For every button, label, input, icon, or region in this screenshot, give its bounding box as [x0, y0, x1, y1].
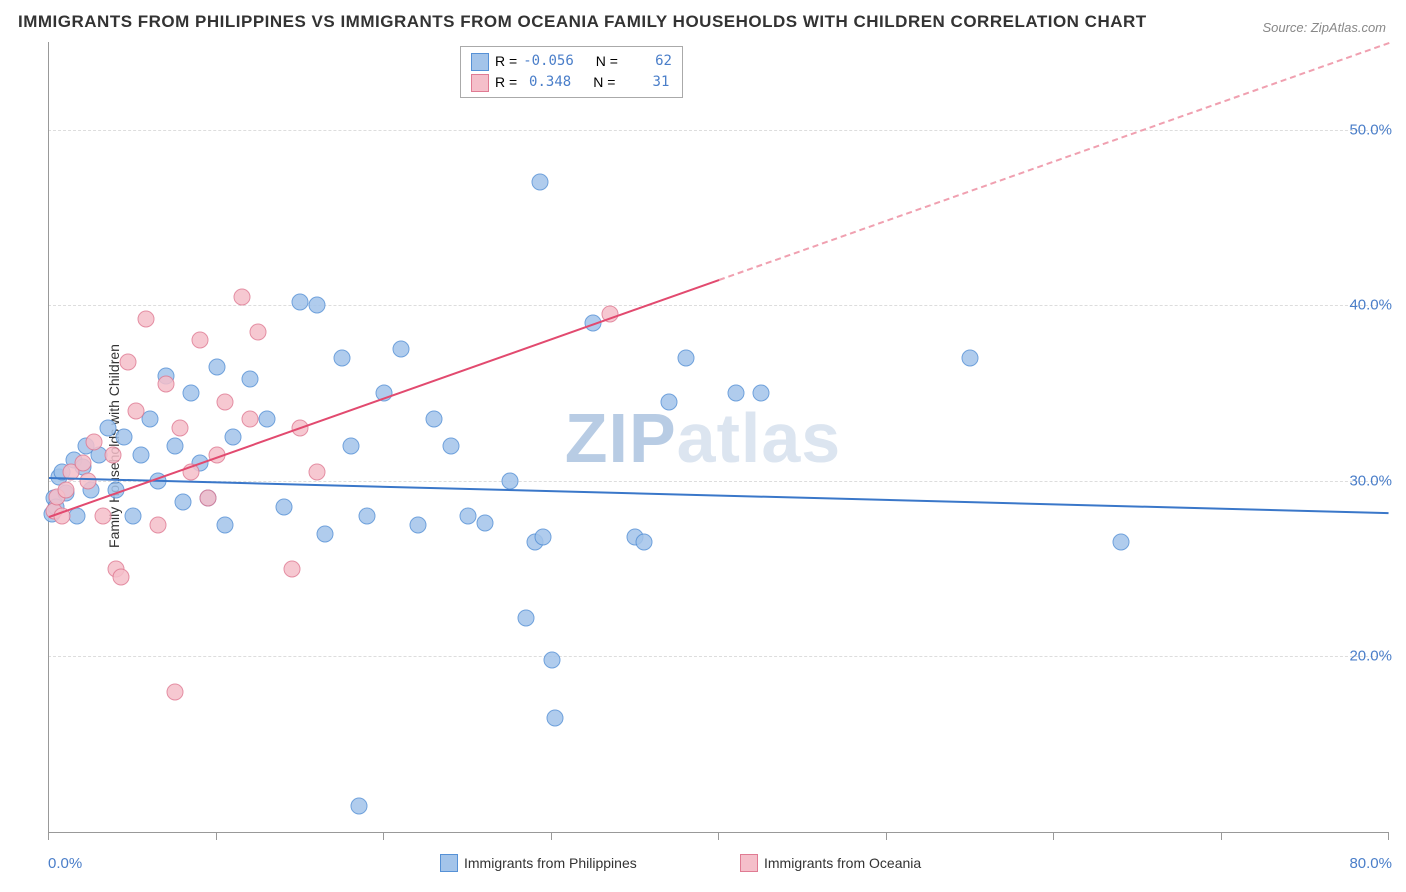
- scatter-point: [104, 446, 121, 463]
- scatter-point: [392, 341, 409, 358]
- scatter-point: [309, 297, 326, 314]
- scatter-point: [86, 434, 103, 451]
- trend-line: [719, 42, 1390, 281]
- scatter-point: [677, 350, 694, 367]
- x-tick: [886, 832, 887, 840]
- scatter-point: [275, 499, 292, 516]
- scatter-point: [208, 358, 225, 375]
- x-axis-max-label: 80.0%: [1349, 855, 1392, 872]
- legend-swatch-icon: [471, 53, 489, 71]
- r-value: 0.348: [523, 72, 571, 93]
- scatter-point: [752, 385, 769, 402]
- scatter-point: [292, 293, 309, 310]
- x-tick: [383, 832, 384, 840]
- scatter-point: [242, 411, 259, 428]
- legend-series-1-label: Immigrants from Philippines: [464, 855, 637, 871]
- scatter-point: [258, 411, 275, 428]
- scatter-point: [124, 508, 141, 525]
- r-label: R =: [495, 51, 517, 72]
- x-tick: [1221, 832, 1222, 840]
- x-axis-min-label: 0.0%: [48, 855, 82, 872]
- n-label: N =: [593, 72, 615, 93]
- x-tick: [216, 832, 217, 840]
- source-credit: Source: ZipAtlas.com: [1262, 20, 1386, 35]
- scatter-point: [543, 651, 560, 668]
- scatter-point: [426, 411, 443, 428]
- scatter-point: [200, 490, 217, 507]
- stats-row: R = -0.056 N = 62: [471, 51, 672, 72]
- scatter-point: [116, 429, 133, 446]
- scatter-point: [225, 429, 242, 446]
- r-label: R =: [495, 72, 517, 93]
- scatter-point: [359, 508, 376, 525]
- legend-series-1: Immigrants from Philippines: [440, 854, 637, 872]
- scatter-point: [727, 385, 744, 402]
- scatter-point: [443, 437, 460, 454]
- scatter-point: [476, 515, 493, 532]
- legend-series-2-label: Immigrants from Oceania: [764, 855, 921, 871]
- n-value: 31: [621, 72, 669, 93]
- legend-swatch-icon: [471, 74, 489, 92]
- x-tick: [551, 832, 552, 840]
- scatter-point: [175, 493, 192, 510]
- scatter-point: [191, 332, 208, 349]
- scatter-point: [133, 446, 150, 463]
- correlation-stats-box: R =-0.056N =62R = 0.348N =31: [460, 46, 683, 98]
- scatter-point: [99, 420, 116, 437]
- scatter-point: [459, 508, 476, 525]
- scatter-point: [128, 402, 145, 419]
- scatter-point: [171, 420, 188, 437]
- scatter-point: [216, 516, 233, 533]
- chart-plot-area: [48, 42, 1389, 833]
- scatter-point: [113, 569, 130, 586]
- scatter-point: [166, 683, 183, 700]
- scatter-point: [546, 709, 563, 726]
- chart-title: IMMIGRANTS FROM PHILIPPINES VS IMMIGRANT…: [18, 12, 1147, 32]
- scatter-point: [317, 525, 334, 542]
- x-tick: [1388, 832, 1389, 840]
- scatter-point: [74, 455, 91, 472]
- scatter-point: [242, 371, 259, 388]
- scatter-point: [166, 437, 183, 454]
- scatter-point: [309, 464, 326, 481]
- scatter-point: [409, 516, 426, 533]
- scatter-point: [94, 508, 111, 525]
- scatter-point: [250, 323, 267, 340]
- legend-swatch-icon: [740, 854, 758, 872]
- scatter-point: [350, 797, 367, 814]
- scatter-point: [334, 350, 351, 367]
- scatter-point: [216, 393, 233, 410]
- legend-swatch-icon: [440, 854, 458, 872]
- x-tick: [1053, 832, 1054, 840]
- scatter-point: [79, 472, 96, 489]
- n-value: 62: [624, 51, 672, 72]
- scatter-point: [138, 311, 155, 328]
- scatter-point: [283, 560, 300, 577]
- scatter-point: [1113, 534, 1130, 551]
- scatter-point: [342, 437, 359, 454]
- scatter-point: [535, 529, 552, 546]
- scatter-point: [57, 481, 74, 498]
- x-tick: [48, 832, 49, 840]
- legend-series-2: Immigrants from Oceania: [740, 854, 921, 872]
- scatter-point: [183, 385, 200, 402]
- scatter-point: [531, 174, 548, 191]
- n-label: N =: [596, 51, 618, 72]
- scatter-point: [635, 534, 652, 551]
- scatter-point: [119, 353, 136, 370]
- r-value: -0.056: [523, 51, 574, 72]
- trend-line: [49, 477, 1389, 514]
- scatter-point: [660, 393, 677, 410]
- x-tick: [718, 832, 719, 840]
- scatter-point: [149, 516, 166, 533]
- scatter-point: [501, 472, 518, 489]
- stats-row: R = 0.348 N = 31: [471, 72, 672, 93]
- scatter-point: [158, 376, 175, 393]
- scatter-point: [233, 288, 250, 305]
- scatter-point: [962, 350, 979, 367]
- scatter-point: [518, 609, 535, 626]
